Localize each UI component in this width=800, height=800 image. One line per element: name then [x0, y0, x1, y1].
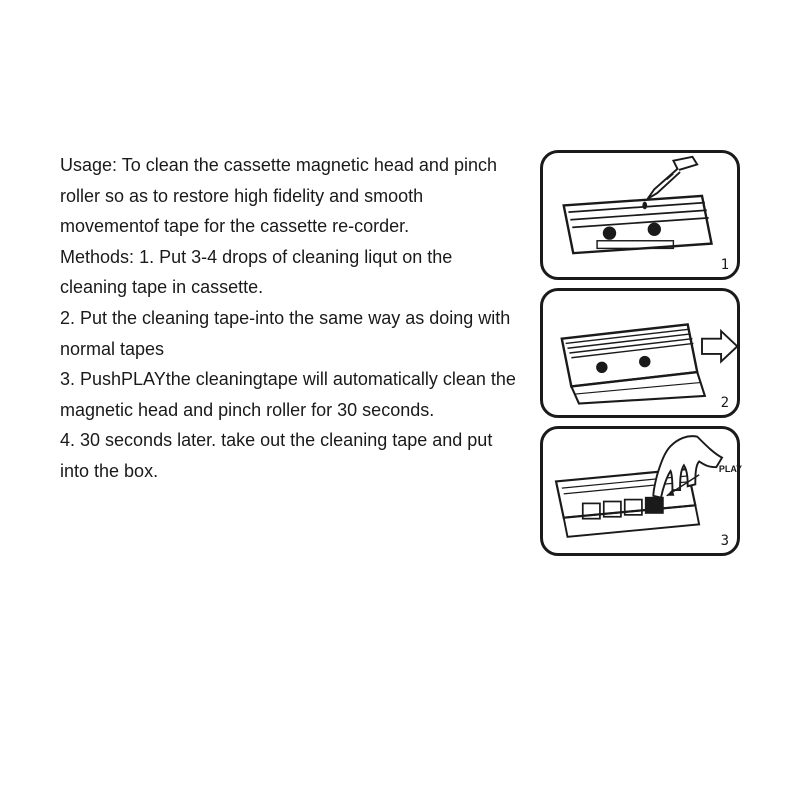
step-4: 4. 30 seconds later. take out the cleani…: [60, 430, 492, 481]
hand-icon: [653, 436, 722, 498]
dropper-on-cassette-illustration: [543, 153, 737, 277]
instruction-container: Usage: To clean the cassette magnetic he…: [0, 0, 800, 556]
usage-label: Usage:: [60, 155, 117, 175]
panel-number-3: 3: [721, 533, 729, 549]
insert-cassette-illustration: [543, 291, 737, 415]
press-play-illustration: [543, 429, 737, 553]
diagram-column: 1 2: [540, 150, 760, 556]
play-button-label: PLAY: [719, 464, 742, 474]
step-2: 2. Put the cleaning tape-into the same w…: [60, 308, 510, 359]
diagram-panel-1: 1: [540, 150, 740, 280]
panel-number-2: 2: [721, 395, 729, 411]
dropper-icon: [642, 157, 697, 209]
panel-number-1: 1: [721, 257, 729, 273]
step-3: 3. PushPLAYthe cleaningtape will automat…: [60, 369, 516, 420]
diagram-panel-2: 2: [540, 288, 740, 418]
instruction-text: Usage: To clean the cassette magnetic he…: [60, 150, 520, 487]
diagram-panel-3: PLAY 3: [540, 426, 740, 556]
methods-label: Methods:: [60, 247, 134, 267]
arrow-right-icon: [702, 331, 737, 362]
usage-body: To clean the cassette magnetic head and …: [60, 155, 497, 236]
instruction-text-column: Usage: To clean the cassette magnetic he…: [60, 150, 520, 556]
